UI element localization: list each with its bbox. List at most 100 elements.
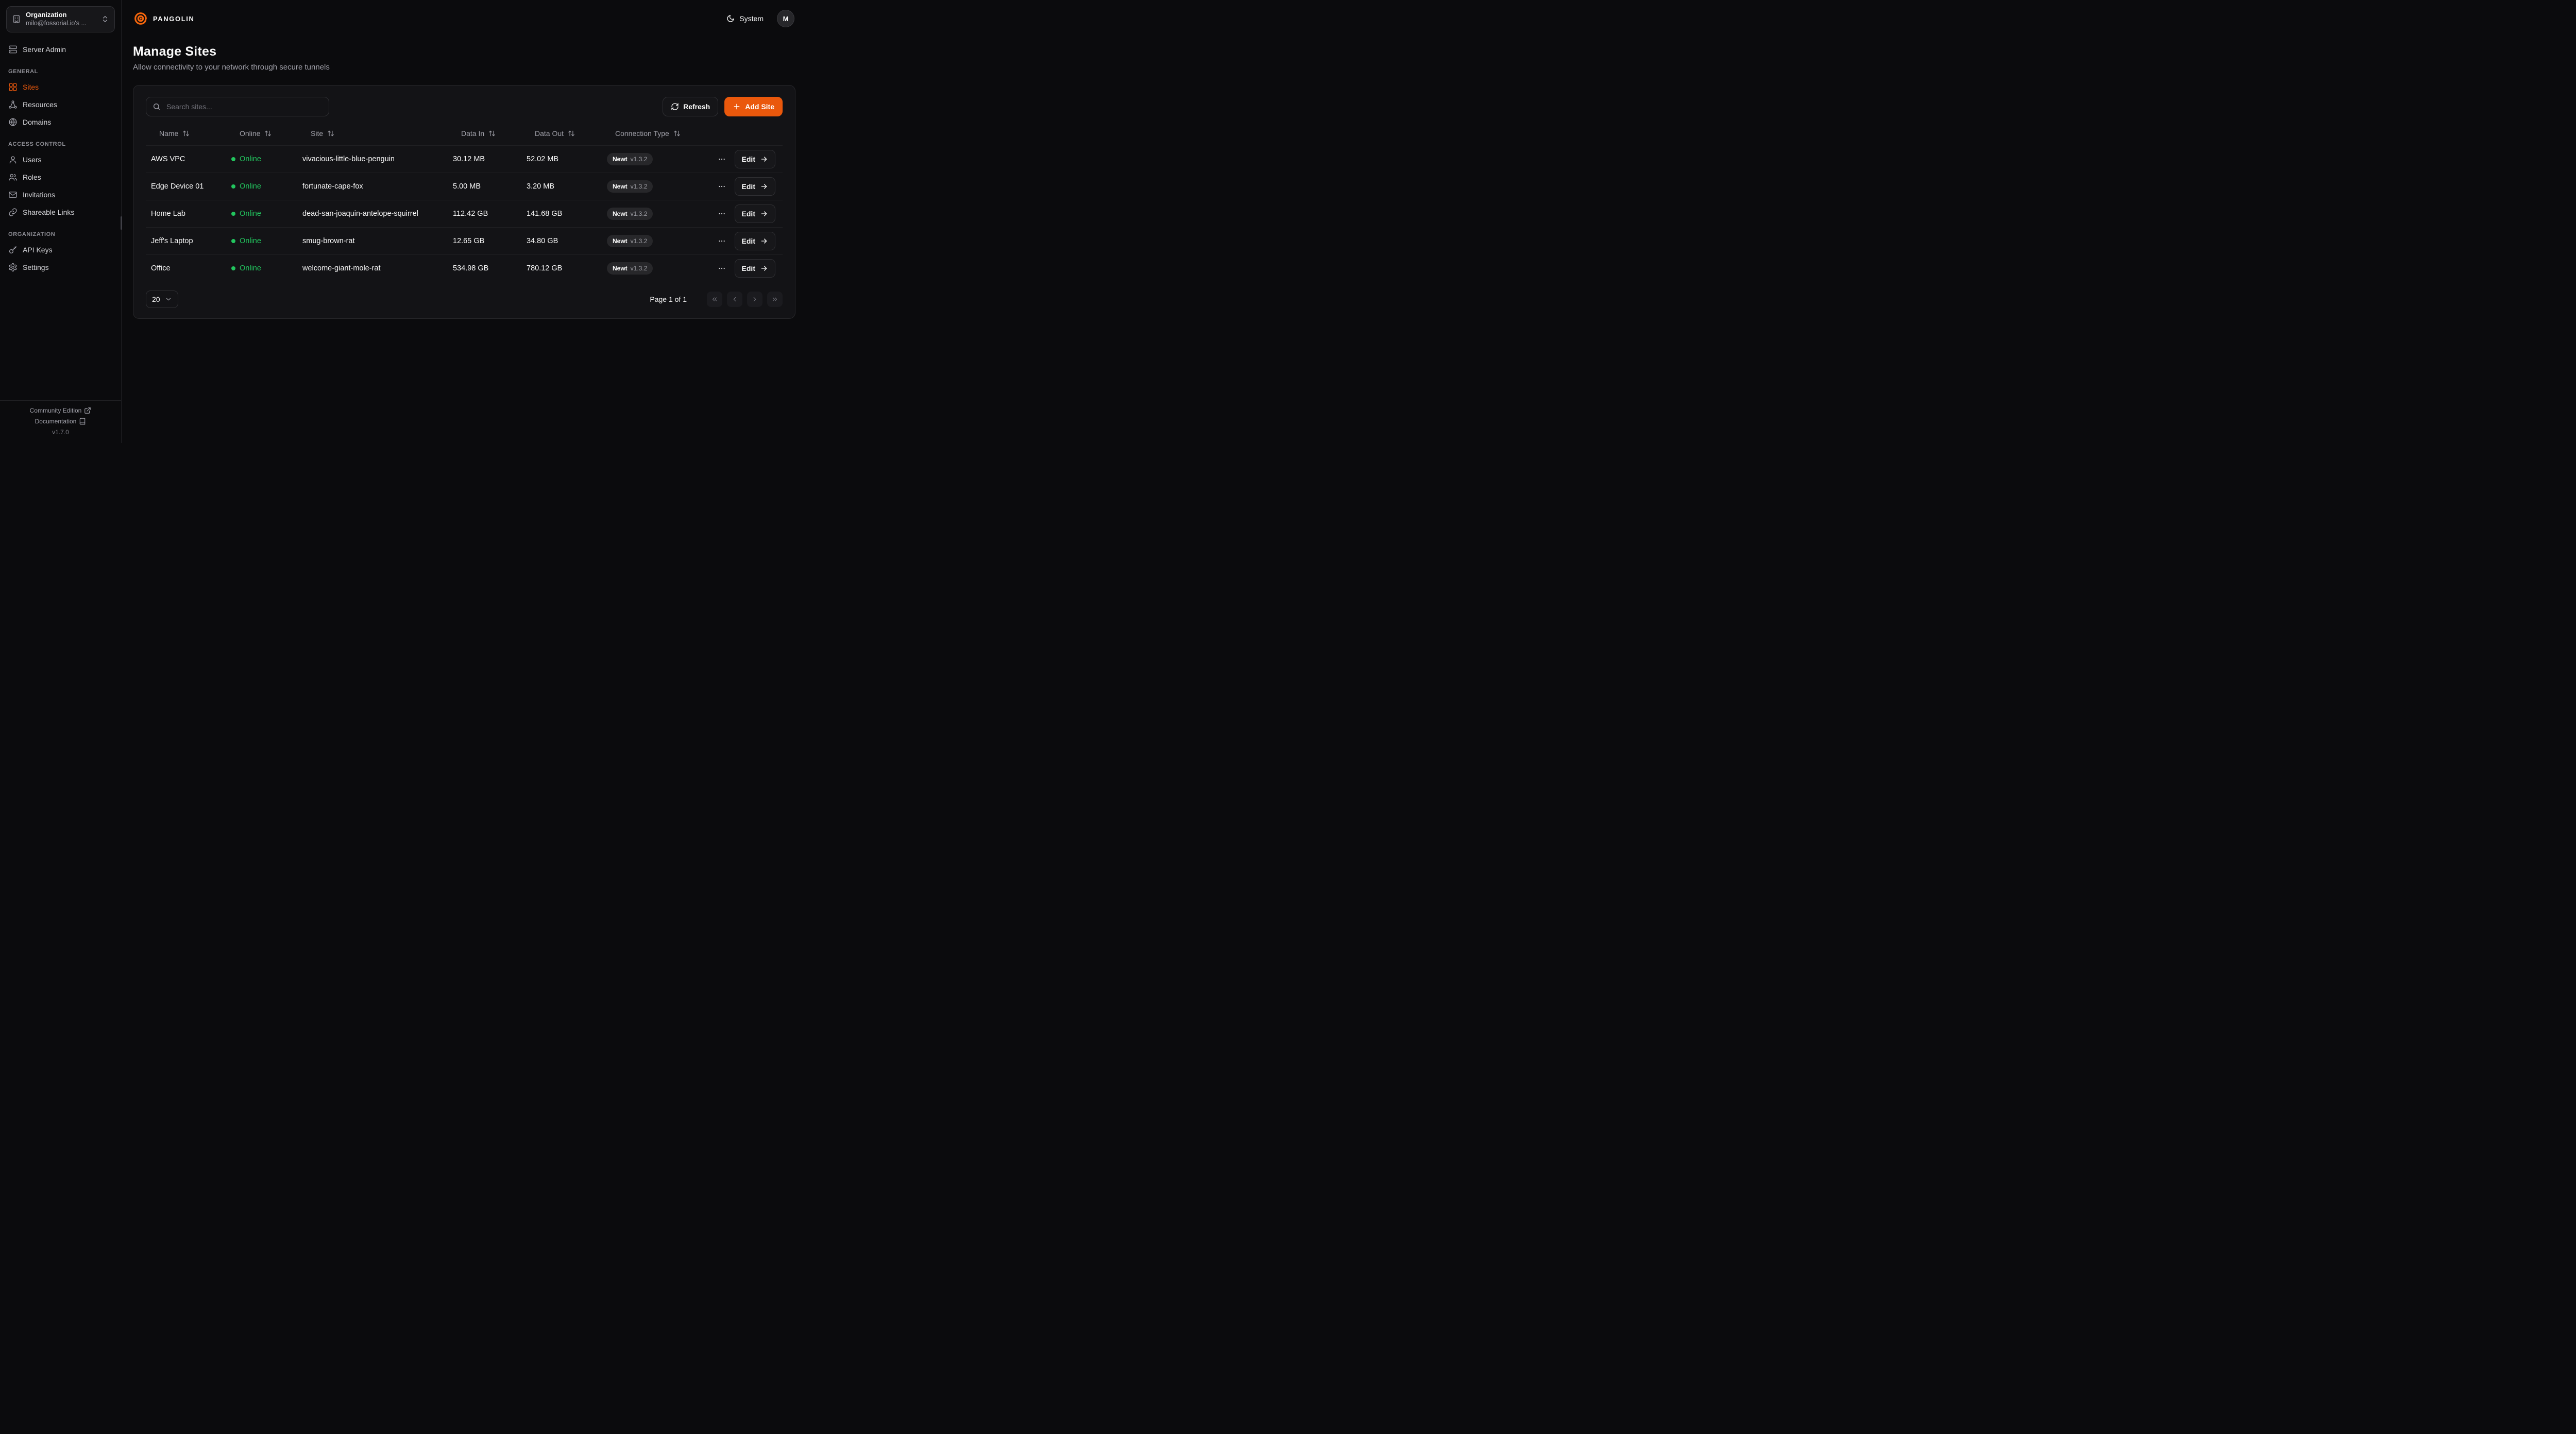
- online-dot-icon: [231, 184, 235, 189]
- documentation-link[interactable]: Documentation: [35, 418, 87, 425]
- column-header-site[interactable]: Site: [311, 129, 334, 138]
- chevron-right-icon: [753, 297, 756, 302]
- table-header: Name Online Site Data In Data Out Connec…: [146, 122, 783, 145]
- site-name: AWS VPC: [151, 155, 185, 163]
- brand-name: PANGOLIN: [153, 14, 195, 23]
- table-row: AWS VPC Online vivacious-little-blue-pen…: [146, 145, 783, 173]
- page-title: Manage Sites: [133, 44, 217, 59]
- avatar[interactable]: M: [777, 10, 794, 27]
- row-menu-button[interactable]: [714, 233, 730, 249]
- connection-version: v1.3.2: [630, 183, 648, 190]
- online-dot-icon: [231, 212, 235, 216]
- column-header-connection-type[interactable]: Connection Type: [615, 129, 681, 138]
- site-name: Edge Device 01: [151, 182, 204, 191]
- search-input[interactable]: [165, 102, 323, 111]
- sidebar-resize-handle[interactable]: [121, 216, 122, 230]
- sidebar-item-invitations[interactable]: Invitations: [0, 186, 121, 203]
- refresh-button[interactable]: Refresh: [663, 97, 719, 116]
- theme-toggle-button[interactable]: System: [722, 11, 768, 26]
- sidebar-item-roles[interactable]: Roles: [0, 168, 121, 186]
- connection-name: Newt: [613, 183, 628, 190]
- last-page-button[interactable]: [767, 292, 783, 307]
- topbar: PANGOLIN System M: [122, 0, 808, 37]
- site-slug: smug-brown-rat: [302, 237, 355, 245]
- sidebar-item-server-admin[interactable]: Server Admin: [0, 41, 121, 58]
- ellipsis-icon: [718, 185, 725, 187]
- row-menu-button[interactable]: [714, 151, 730, 167]
- column-header-data-out[interactable]: Data Out: [535, 129, 575, 138]
- plus-icon: [733, 103, 741, 111]
- card-footer: 20 Page 1 of 1: [146, 291, 783, 308]
- table-row: Edge Device 01 Online fortunate-cape-fox…: [146, 173, 783, 200]
- search-box: [146, 97, 329, 116]
- arrow-right-icon: [760, 264, 768, 272]
- edit-button[interactable]: Edit: [734, 232, 775, 250]
- sort-icon: [673, 130, 680, 136]
- row-menu-button[interactable]: [714, 179, 730, 194]
- sidebar-item-users[interactable]: Users: [0, 151, 121, 168]
- data-out-value: 780.12 GB: [527, 264, 563, 272]
- site-status: Online: [231, 237, 302, 245]
- row-actions: Edit: [707, 150, 775, 168]
- site-slug: fortunate-cape-fox: [302, 182, 363, 191]
- edit-button[interactable]: Edit: [734, 204, 775, 223]
- arrow-right-icon: [760, 155, 768, 163]
- main-area: PANGOLIN System M Manage Sites Allow con…: [122, 0, 808, 443]
- sidebar-nav: Server Admin GENERAL Sites Resources Do: [0, 39, 121, 276]
- previous-page-button[interactable]: [727, 292, 742, 307]
- gear-icon: [8, 263, 18, 272]
- connection-type-cell: Newt v1.3.2: [607, 208, 707, 220]
- globe-icon: [8, 117, 18, 127]
- sidebar-item-shareable-links[interactable]: Shareable Links: [0, 203, 121, 221]
- data-in-value: 30.12 MB: [453, 155, 485, 163]
- org-switcher[interactable]: Organization milo@fossorial.io's ...: [6, 6, 115, 32]
- refresh-icon: [671, 103, 679, 111]
- connection-type-badge: Newt v1.3.2: [607, 262, 653, 275]
- chevrons-left-icon: [712, 297, 717, 301]
- community-edition-link[interactable]: Community Edition: [30, 407, 92, 414]
- edit-label: Edit: [741, 155, 755, 163]
- site-status: Online: [231, 155, 302, 163]
- theme-label: System: [739, 14, 764, 23]
- pagination: Page 1 of 1: [650, 292, 783, 307]
- online-label: Online: [240, 182, 261, 191]
- edit-label: Edit: [741, 210, 755, 218]
- sidebar-item-resources[interactable]: Resources: [0, 96, 121, 113]
- ellipsis-icon: [718, 213, 725, 215]
- table-row: Office Online welcome-giant-mole-rat 534…: [146, 254, 783, 282]
- sites-icon: [8, 82, 18, 92]
- sort-icon: [183, 130, 190, 136]
- column-header-data-in[interactable]: Data In: [461, 129, 496, 138]
- connection-name: Newt: [613, 265, 628, 272]
- user-icon: [8, 155, 18, 164]
- data-in-value: 534.98 GB: [453, 264, 489, 272]
- sidebar-item-api-keys[interactable]: API Keys: [0, 241, 121, 259]
- column-header-online[interactable]: Online: [240, 129, 272, 138]
- site-status: Online: [231, 264, 302, 272]
- first-page-button[interactable]: [707, 292, 722, 307]
- sidebar-item-domains[interactable]: Domains: [0, 113, 121, 131]
- connection-name: Newt: [613, 237, 628, 245]
- sidebar-item-label: Settings: [23, 263, 49, 271]
- edit-button[interactable]: Edit: [734, 150, 775, 168]
- connection-version: v1.3.2: [630, 237, 648, 245]
- sidebar-item-label: Invitations: [23, 190, 56, 199]
- data-out-value: 52.02 MB: [527, 155, 559, 163]
- edit-button[interactable]: Edit: [734, 259, 775, 278]
- edit-button[interactable]: Edit: [734, 177, 775, 196]
- connection-type-cell: Newt v1.3.2: [607, 153, 707, 165]
- add-site-button[interactable]: Add Site: [724, 97, 783, 116]
- connection-name: Newt: [613, 156, 628, 163]
- sort-icon: [489, 130, 495, 136]
- page-size-select[interactable]: 20: [146, 291, 178, 308]
- online-label: Online: [240, 210, 261, 218]
- ellipsis-icon: [718, 240, 725, 242]
- column-header-name[interactable]: Name: [159, 129, 190, 138]
- row-menu-button[interactable]: [714, 206, 730, 221]
- next-page-button[interactable]: [747, 292, 762, 307]
- sidebar-item-label: Roles: [23, 173, 41, 181]
- connection-type-badge: Newt v1.3.2: [607, 208, 653, 220]
- sidebar-item-sites[interactable]: Sites: [0, 78, 121, 96]
- row-menu-button[interactable]: [714, 261, 730, 276]
- sidebar-item-settings[interactable]: Settings: [0, 259, 121, 276]
